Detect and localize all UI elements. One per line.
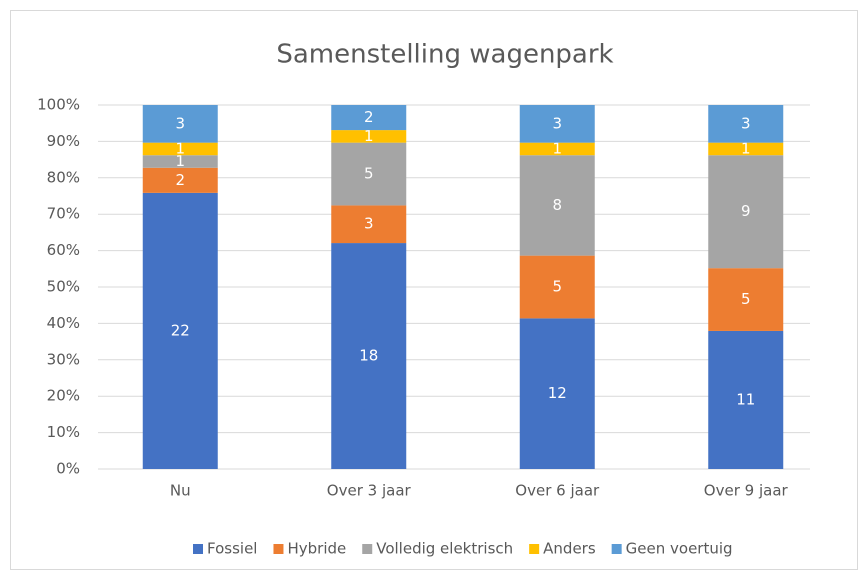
bar-segment <box>331 243 407 469</box>
bar-segment <box>142 192 218 470</box>
bar-segment <box>331 130 407 143</box>
bar-segment <box>331 105 407 131</box>
legend-swatch <box>193 544 203 554</box>
bar-segment <box>142 155 218 168</box>
legend-label: Volledig elektrisch <box>376 540 513 558</box>
x-tick-label: Over 3 jaar <box>327 482 412 500</box>
x-tick-label: Over 9 jaar <box>704 482 789 500</box>
legend-swatch <box>273 544 284 554</box>
bar-segment <box>519 255 595 319</box>
data-label: 18 <box>359 347 378 365</box>
data-label: 3 <box>552 114 562 132</box>
y-tick-label: 90% <box>47 132 80 150</box>
data-label: 5 <box>364 165 374 183</box>
bar-segment <box>519 155 595 256</box>
data-label: 8 <box>552 196 562 214</box>
bar-segment <box>519 105 595 143</box>
bar-segment <box>142 167 218 193</box>
data-label: 5 <box>552 278 562 296</box>
y-tick-label: 50% <box>47 278 80 296</box>
bar-segment <box>708 330 784 469</box>
legend-label: Hybride <box>287 540 346 558</box>
data-label: 1 <box>175 152 185 170</box>
legend-label: Fossiel <box>207 540 257 558</box>
y-tick-label: 70% <box>47 205 80 223</box>
y-tick-label: 30% <box>47 350 80 368</box>
bar-segment <box>142 105 218 143</box>
x-tick-label: Over 6 jaar <box>515 482 600 500</box>
chart-title: Samenstelling wagenpark <box>276 40 613 70</box>
legend-label: Geen voertuig <box>626 540 733 558</box>
y-tick-label: 100% <box>37 96 80 114</box>
legend-label: Anders <box>543 540 596 558</box>
data-label: 11 <box>736 390 755 408</box>
data-label: 9 <box>741 202 751 220</box>
y-tick-label: 10% <box>47 423 80 441</box>
bar-segment <box>708 142 784 156</box>
bar-segment <box>708 155 784 269</box>
y-tick-label: 60% <box>47 241 80 259</box>
bar-segment <box>708 268 784 331</box>
bar-segment <box>331 142 407 206</box>
data-label: 1 <box>741 139 751 157</box>
data-label: 1 <box>364 127 374 145</box>
data-label: 2 <box>175 171 185 189</box>
data-label: 3 <box>364 215 374 233</box>
data-label: 22 <box>171 321 190 339</box>
bar-segment <box>708 105 784 143</box>
y-tick-label: 0% <box>56 460 80 478</box>
data-label: 3 <box>175 114 185 132</box>
legend-swatch <box>529 544 540 554</box>
x-tick-label: Nu <box>170 482 191 500</box>
data-label: 1 <box>175 139 185 157</box>
y-tick-label: 20% <box>47 387 80 405</box>
bar-segment <box>519 142 595 156</box>
data-label: 2 <box>364 108 374 126</box>
legend-swatch <box>611 544 622 554</box>
legend-swatch <box>362 544 373 554</box>
data-label: 5 <box>741 290 751 308</box>
y-tick-label: 80% <box>47 168 80 186</box>
bar-segment <box>142 142 218 156</box>
y-tick-label: 40% <box>47 314 80 332</box>
data-label: 3 <box>741 114 751 132</box>
bar-segment <box>519 318 595 469</box>
data-label: 1 <box>552 139 562 157</box>
data-label: 12 <box>548 384 567 402</box>
bar-segment <box>331 205 407 244</box>
